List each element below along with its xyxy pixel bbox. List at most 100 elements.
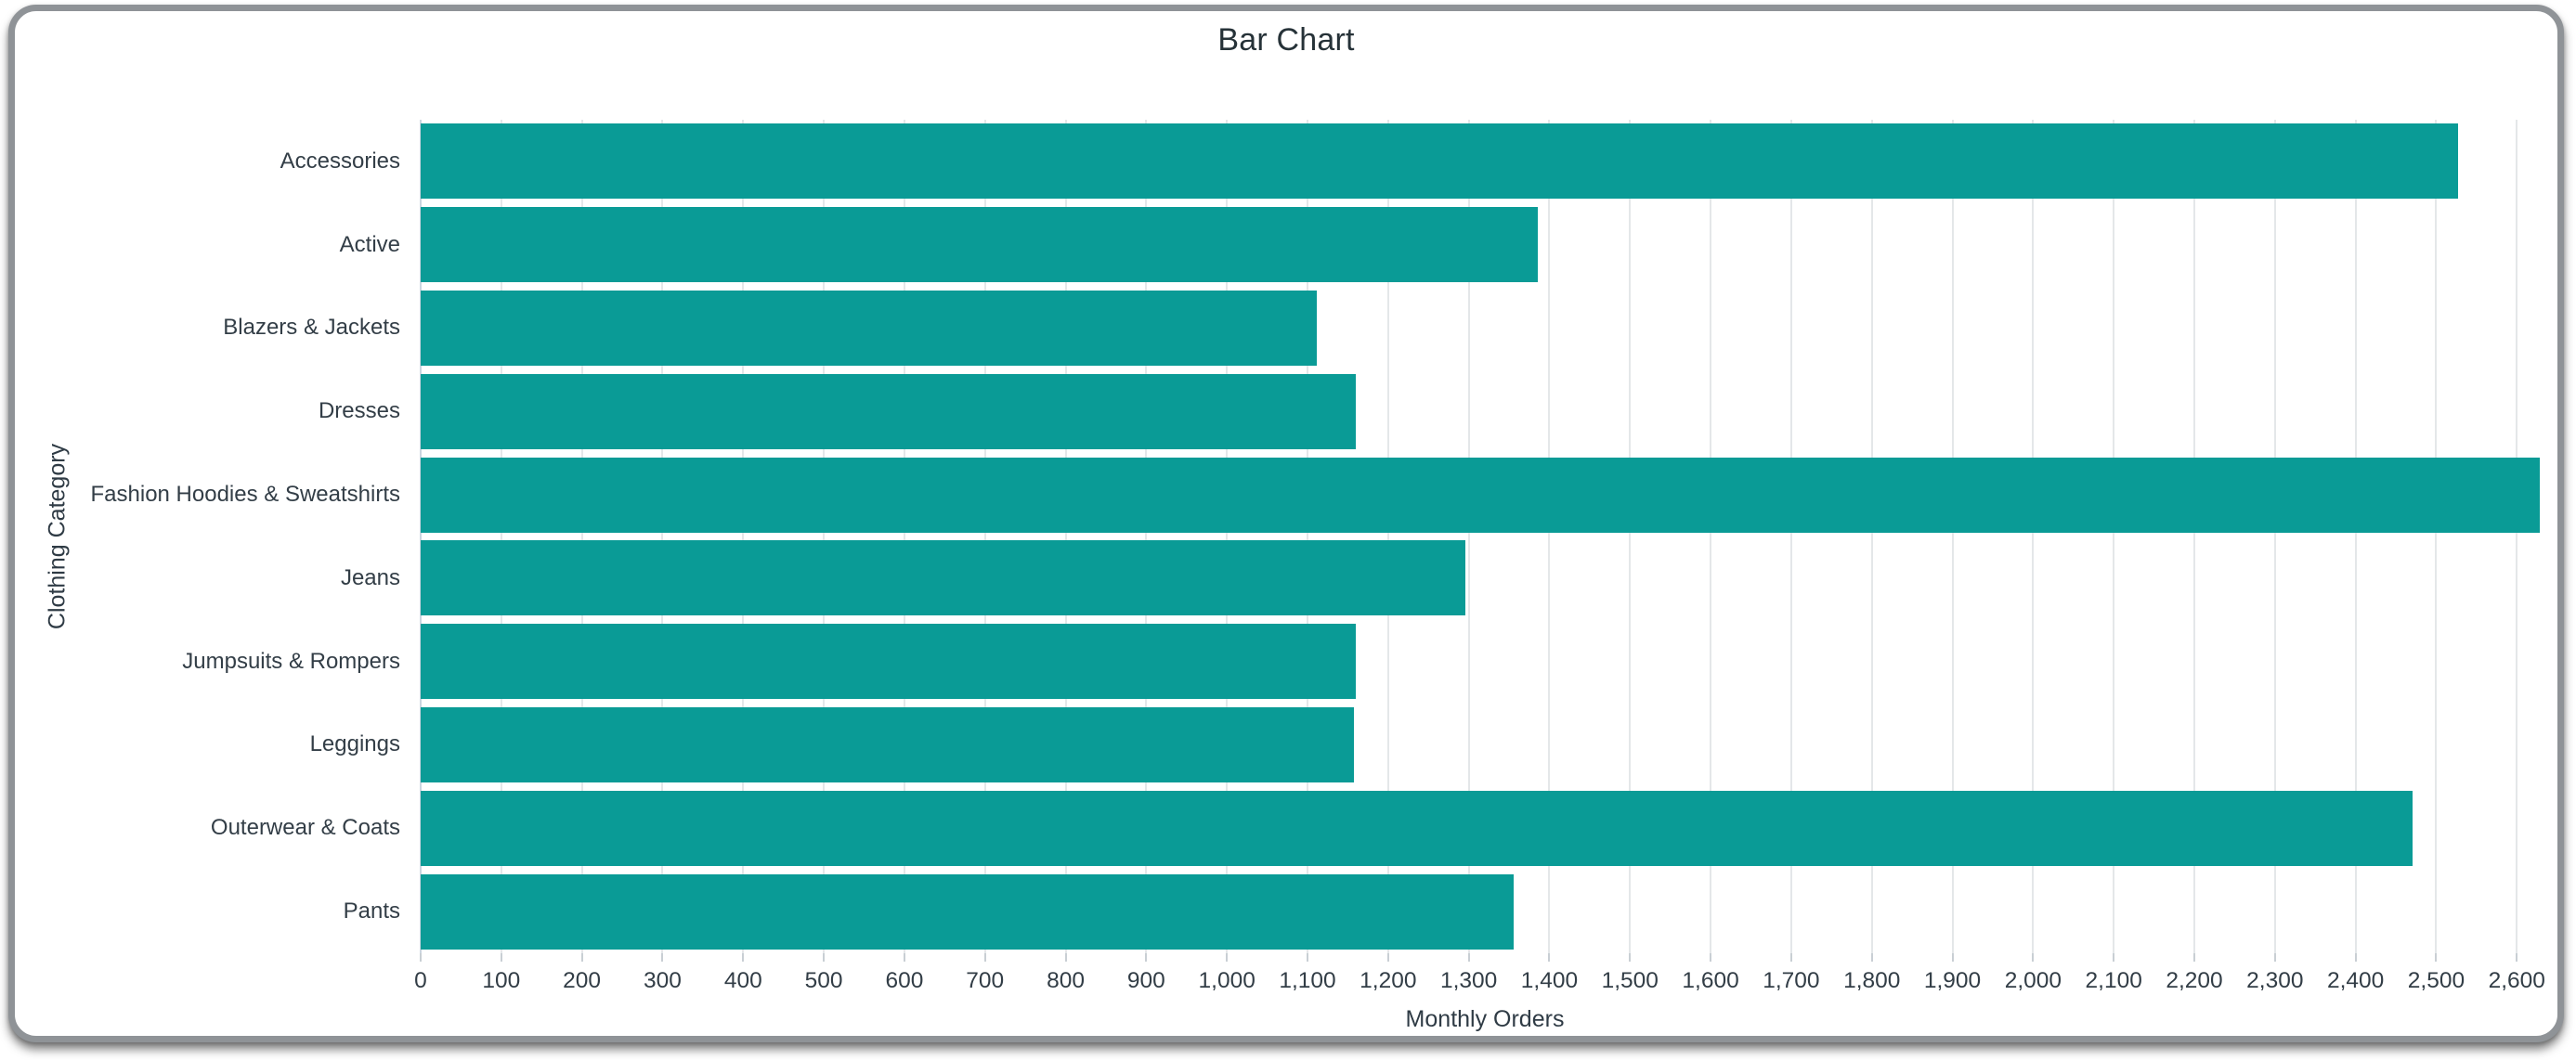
x-tick-mark [1386, 953, 1389, 962]
x-tick-label: 1,000 [1198, 968, 1255, 993]
x-tick-label: 2,600 [2488, 968, 2545, 993]
x-tick-label: 2,500 [2407, 968, 2465, 993]
gridline-x-1500 [1629, 120, 1632, 953]
y-tick-label: Dresses [318, 398, 400, 424]
x-tick-label: 200 [563, 968, 602, 993]
x-tick-label: 1,900 [1923, 968, 1982, 993]
x-tick-mark [420, 953, 422, 962]
y-tick-label: Leggings [309, 731, 400, 757]
gridline-x-2400 [2354, 120, 2357, 953]
x-tick-label: 1,700 [1763, 968, 1820, 993]
gridline-x-1700 [1789, 120, 1792, 953]
gridline-x-1000 [1226, 120, 1229, 953]
bar-dresses[interactable] [421, 373, 1357, 449]
x-tick-mark [2193, 953, 2195, 962]
x-tick-label: 800 [1047, 968, 1085, 993]
y-tick-label: Jumpsuits & Rompers [182, 648, 400, 674]
x-tick-mark [2354, 953, 2357, 962]
x-tick-mark [1629, 953, 1632, 962]
x-tick-mark [580, 953, 583, 962]
bar-outerwear-coats[interactable] [421, 790, 2413, 866]
x-tick-mark [1467, 953, 1470, 962]
x-tick-mark [500, 953, 502, 962]
x-tick-mark [1789, 953, 1792, 962]
x-tick-label: 700 [966, 968, 1005, 993]
gridline-x-300 [661, 120, 664, 953]
x-tick-mark [1226, 953, 1229, 962]
x-tick-mark [823, 953, 826, 962]
bar-active[interactable] [421, 207, 1539, 283]
y-tick-label: Jeans [340, 564, 400, 590]
bar-leggings[interactable] [421, 707, 1355, 782]
plot-area [420, 120, 2549, 962]
gridline-x-400 [742, 120, 745, 953]
x-tick-label: 0 [414, 968, 427, 993]
gridline-x-2000 [2032, 120, 2035, 953]
x-tick-label: 1,800 [1843, 968, 1901, 993]
x-tick-label: 1,200 [1360, 968, 1417, 993]
gridline-x-1100 [1307, 120, 1308, 953]
x-tick-mark [1710, 953, 1712, 962]
y-tick-label: Fashion Hoodies & Sweatshirts [90, 482, 401, 508]
x-tick-mark [1951, 953, 1954, 962]
x-tick-mark [2516, 953, 2518, 962]
x-tick-label: 400 [723, 968, 762, 993]
x-tick-mark [1548, 953, 1551, 962]
bar-jumpsuits-rompers[interactable] [421, 624, 1357, 700]
gridline-x-2300 [2273, 120, 2276, 953]
x-tick-label: 1,300 [1439, 968, 1498, 993]
chart-title: Bar Chart [1217, 22, 1355, 58]
x-tick-label: 300 [644, 968, 682, 993]
x-tick-mark [742, 953, 745, 962]
gridline-x-2100 [2113, 120, 2115, 953]
gridline-x-200 [580, 120, 583, 953]
bar-blazers-jackets[interactable] [421, 291, 1318, 366]
bar-accessories[interactable] [421, 123, 2458, 200]
x-tick-mark [661, 953, 664, 962]
gridline-x-1800 [1870, 120, 1873, 953]
gridline-x-100 [500, 120, 502, 953]
gridline-x-800 [1064, 120, 1067, 953]
x-tick-mark [2032, 953, 2035, 962]
x-tick-label: 2,400 [2326, 968, 2385, 993]
x-tick-label: 2,200 [2166, 968, 2223, 993]
x-tick-mark [1870, 953, 1873, 962]
x-tick-label: 1,400 [1520, 968, 1579, 993]
y-tick-label: Outerwear & Coats [210, 815, 400, 841]
x-tick-mark [2273, 953, 2276, 962]
gridline-x-1200 [1386, 120, 1389, 953]
x-tick-label: 2,100 [2085, 968, 2142, 993]
x-tick-mark [1145, 953, 1148, 962]
gridline-x-1900 [1951, 120, 1954, 953]
axis-zero-line [420, 120, 422, 953]
gridline-x-2500 [2435, 120, 2438, 953]
y-axis-labels: Accessories Active Blazers & Jackets Dresse… [15, 120, 401, 953]
x-tick-label: 2,000 [2004, 968, 2062, 993]
x-tick-label: 1,100 [1279, 968, 1336, 993]
y-tick-label: Pants [343, 898, 400, 924]
gridline-x-500 [823, 120, 826, 953]
bar-pants[interactable] [421, 873, 1515, 950]
gridline-x-900 [1145, 120, 1148, 953]
bar-fashion-hoodies-sweatshirts[interactable] [421, 457, 2540, 533]
x-tick-mark [983, 953, 986, 962]
x-tick-label: 2,300 [2246, 968, 2304, 993]
x-tick-label: 1,500 [1601, 968, 1659, 993]
gridline-x-1300 [1467, 120, 1470, 953]
chart-card: Bar Chart Clothing Category Accessories A… [8, 5, 2564, 1042]
gridline-x-600 [903, 120, 905, 953]
x-tick-mark [2113, 953, 2115, 962]
x-tick-label: 900 [1126, 968, 1165, 993]
x-tick-label: 100 [482, 968, 521, 993]
x-tick-label: 1,600 [1682, 968, 1739, 993]
x-tick-label: 600 [885, 968, 924, 993]
y-tick-label: Blazers & Jackets [223, 315, 400, 341]
x-tick-mark [1064, 953, 1067, 962]
gridline-x-1400 [1548, 120, 1551, 953]
gridline-x-2200 [2193, 120, 2195, 953]
gridline-x-2600 [2516, 120, 2518, 953]
bar-jeans[interactable] [421, 540, 1466, 616]
x-tick-label: 500 [804, 968, 843, 993]
x-tick-mark [903, 953, 905, 962]
